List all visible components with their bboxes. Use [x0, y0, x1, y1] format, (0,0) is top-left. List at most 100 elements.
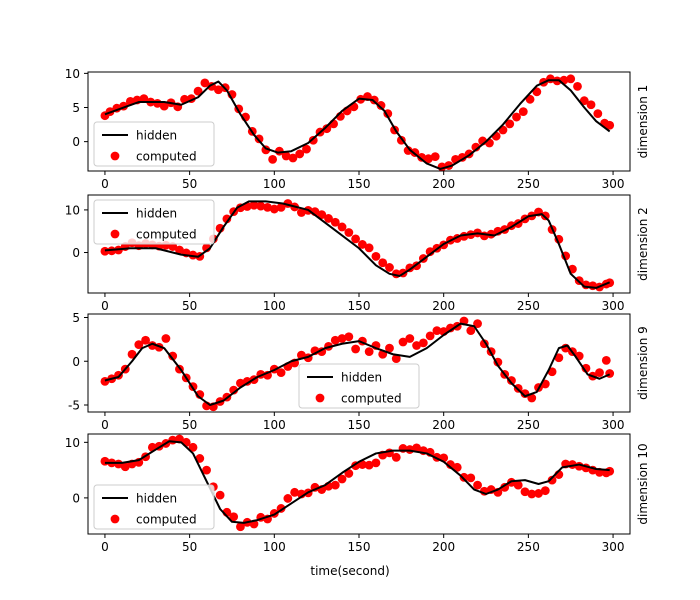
data-point [302, 144, 311, 154]
x-tick-label: 100 [263, 418, 286, 432]
y-tick-label: 5 [72, 311, 80, 325]
data-point [330, 480, 340, 490]
data-point [229, 512, 239, 522]
y-axis-label: dimension 9 [636, 326, 650, 400]
data-point [418, 338, 428, 348]
data-point [425, 331, 435, 341]
data-point [581, 363, 591, 373]
data-point [364, 243, 374, 253]
x-tick-label: 50 [182, 540, 197, 554]
data-point [344, 332, 354, 342]
data-point [249, 200, 259, 210]
data-point [430, 152, 440, 162]
data-point [337, 334, 347, 343]
data-point [417, 152, 427, 162]
data-point [269, 204, 279, 214]
data-point [295, 149, 305, 159]
data-point [385, 263, 394, 272]
x-tick-label: 250 [517, 299, 540, 313]
data-point [283, 494, 293, 503]
data-point [281, 151, 291, 161]
data-point [601, 355, 611, 365]
data-point [261, 145, 271, 155]
data-point [202, 465, 211, 475]
data-point [532, 87, 542, 97]
legend-dot-marker [110, 229, 120, 239]
data-point [473, 319, 482, 329]
data-point [100, 246, 110, 256]
legend-dot-marker [110, 151, 120, 161]
data-point [457, 152, 467, 162]
data-point [505, 119, 515, 129]
x-tick-label: 0 [101, 540, 109, 554]
data-point [391, 452, 401, 462]
data-point [566, 74, 576, 84]
data-point [595, 368, 604, 378]
data-point [398, 337, 408, 347]
legend-box [93, 121, 215, 167]
legend-entry-label: hidden [136, 207, 177, 221]
data-point [412, 341, 421, 350]
legend: hidden computed [298, 363, 420, 409]
data-point [391, 354, 401, 364]
x-tick-label: 250 [517, 177, 540, 191]
x-tick-label: 100 [263, 177, 286, 191]
data-point [351, 234, 361, 244]
data-point [466, 473, 476, 483]
legend-box [93, 484, 215, 530]
data-point [188, 442, 198, 452]
data-point [351, 344, 361, 354]
legend: hidden computed [93, 199, 215, 245]
x-tick-label: 200 [432, 418, 455, 432]
data-point [276, 202, 286, 212]
data-point [527, 489, 537, 499]
data-point [403, 146, 413, 155]
data-point [513, 480, 523, 490]
data-point [114, 459, 123, 469]
legend-entry-label: hidden [136, 492, 177, 506]
legend-entry-label: computed [136, 150, 197, 164]
data-point [236, 522, 245, 532]
data-point [573, 81, 582, 91]
y-axis-label: dimension 2 [636, 207, 650, 281]
subplot-3: 0 50 100 150 200 250 300 -5 0 5 dimension 9 hidden c… [68, 311, 650, 432]
y-tick-label: 5 [72, 101, 80, 115]
data-point [371, 458, 381, 468]
data-point [175, 245, 184, 255]
data-point [168, 351, 178, 361]
legend: hidden computed [93, 121, 215, 167]
x-tick-label: 150 [348, 540, 371, 554]
data-point [141, 335, 150, 345]
data-point [322, 124, 332, 134]
x-tick-label: 200 [432, 299, 455, 313]
legend-entry-label: hidden [136, 129, 177, 143]
y-tick-label: 10 [65, 67, 80, 81]
x-tick-label: 50 [182, 418, 197, 432]
data-point [459, 472, 469, 482]
y-tick-label: 10 [65, 203, 80, 217]
data-point [605, 120, 615, 130]
data-point [290, 487, 300, 497]
x-tick-label: 250 [517, 540, 540, 554]
data-point [369, 95, 379, 105]
data-point [452, 462, 462, 472]
data-point [297, 208, 306, 217]
data-point [554, 353, 564, 363]
y-axis-label: dimension 10 [636, 443, 650, 524]
subplot-4: 0 50 100 150 200 250 300 0 10 dimension 10 hidden c… [65, 433, 650, 554]
data-point [385, 343, 394, 353]
data-point [276, 368, 286, 378]
y-tick-label: 0 [72, 246, 80, 260]
legend-box [93, 199, 215, 245]
data-point [593, 109, 603, 119]
data-point [527, 393, 537, 403]
x-tick-label: 150 [348, 177, 371, 191]
data-point [215, 490, 225, 500]
data-point [357, 460, 367, 469]
data-point [364, 347, 374, 357]
y-tick-label: -5 [68, 399, 80, 413]
data-point [579, 96, 589, 106]
x-tick-label: 200 [432, 540, 455, 554]
hidden-series-line [104, 79, 611, 170]
